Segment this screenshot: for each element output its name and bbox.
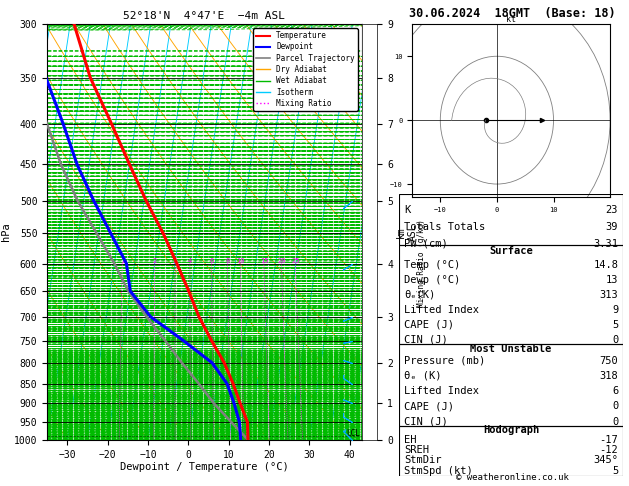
Text: Pressure (mb): Pressure (mb) bbox=[404, 356, 485, 365]
Title: 52°18'N  4°47'E  −4m ASL: 52°18'N 4°47'E −4m ASL bbox=[123, 11, 286, 21]
Text: Totals Totals: Totals Totals bbox=[404, 222, 485, 232]
Text: Mixing Ratio (g/kg): Mixing Ratio (g/kg) bbox=[417, 220, 426, 308]
Text: 8: 8 bbox=[225, 258, 230, 263]
Text: 30.06.2024  18GMT  (Base: 18): 30.06.2024 18GMT (Base: 18) bbox=[409, 7, 616, 20]
Text: 39: 39 bbox=[606, 222, 618, 232]
Text: 5: 5 bbox=[612, 466, 618, 476]
Y-axis label: km
ASL: km ASL bbox=[396, 223, 418, 241]
Bar bbox=[399, 426, 623, 476]
Text: CAPE (J): CAPE (J) bbox=[404, 401, 454, 411]
Text: 5: 5 bbox=[612, 320, 618, 330]
Text: CAPE (J): CAPE (J) bbox=[404, 320, 454, 330]
Text: Temp (°C): Temp (°C) bbox=[404, 260, 460, 270]
Bar bbox=[399, 194, 623, 245]
Text: 313: 313 bbox=[599, 290, 618, 300]
Text: θₑ(K): θₑ(K) bbox=[404, 290, 435, 300]
Text: 9: 9 bbox=[612, 305, 618, 315]
Text: PW (cm): PW (cm) bbox=[404, 239, 448, 249]
Y-axis label: hPa: hPa bbox=[1, 223, 11, 242]
X-axis label: Dewpoint / Temperature (°C): Dewpoint / Temperature (°C) bbox=[120, 462, 289, 472]
Text: Lifted Index: Lifted Index bbox=[404, 386, 479, 396]
Text: 1: 1 bbox=[120, 258, 125, 263]
Text: 318: 318 bbox=[599, 371, 618, 381]
Text: Surface: Surface bbox=[489, 246, 533, 256]
Text: © weatheronline.co.uk: © weatheronline.co.uk bbox=[456, 473, 569, 482]
Text: 0: 0 bbox=[612, 417, 618, 427]
Text: Hodograph: Hodograph bbox=[483, 425, 539, 435]
Text: K: K bbox=[404, 205, 410, 215]
Text: Dewp (°C): Dewp (°C) bbox=[404, 275, 460, 285]
Text: 4: 4 bbox=[188, 258, 192, 263]
Text: -17: -17 bbox=[599, 434, 618, 445]
Text: θₑ (K): θₑ (K) bbox=[404, 371, 442, 381]
Text: 0: 0 bbox=[612, 401, 618, 411]
Text: 10: 10 bbox=[236, 258, 245, 263]
Text: 3.31: 3.31 bbox=[593, 239, 618, 249]
Text: 15: 15 bbox=[260, 258, 268, 263]
Text: 13: 13 bbox=[606, 275, 618, 285]
Text: 2: 2 bbox=[153, 258, 157, 263]
Text: 20: 20 bbox=[277, 258, 286, 263]
Text: LCL: LCL bbox=[346, 429, 360, 438]
Text: 25: 25 bbox=[291, 258, 299, 263]
Text: 3: 3 bbox=[173, 258, 177, 263]
Text: CIN (J): CIN (J) bbox=[404, 417, 448, 427]
Bar bbox=[399, 344, 623, 426]
Text: 6: 6 bbox=[612, 386, 618, 396]
Title: kt: kt bbox=[506, 15, 516, 23]
Text: 750: 750 bbox=[599, 356, 618, 365]
Text: StmDir: StmDir bbox=[404, 455, 442, 466]
Text: 6: 6 bbox=[209, 258, 214, 263]
Text: 0: 0 bbox=[612, 334, 618, 345]
Text: 23: 23 bbox=[606, 205, 618, 215]
Text: CIN (J): CIN (J) bbox=[404, 334, 448, 345]
Legend: Temperature, Dewpoint, Parcel Trajectory, Dry Adiabat, Wet Adiabat, Isotherm, Mi: Temperature, Dewpoint, Parcel Trajectory… bbox=[253, 28, 358, 111]
Text: Lifted Index: Lifted Index bbox=[404, 305, 479, 315]
Text: Most Unstable: Most Unstable bbox=[470, 345, 552, 354]
Text: EH: EH bbox=[404, 434, 416, 445]
Text: StmSpd (kt): StmSpd (kt) bbox=[404, 466, 472, 476]
Text: 345°: 345° bbox=[593, 455, 618, 466]
Bar bbox=[399, 245, 623, 344]
Text: 14.8: 14.8 bbox=[593, 260, 618, 270]
Text: -12: -12 bbox=[599, 445, 618, 455]
Text: SREH: SREH bbox=[404, 445, 429, 455]
